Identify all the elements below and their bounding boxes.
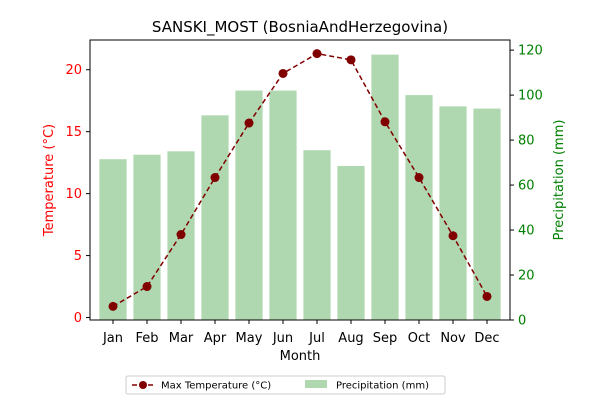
x-tick-label: Dec (474, 331, 499, 346)
x-tick-label: Jan (102, 331, 123, 346)
left-y-axis: 0 5 10 15 20 (65, 63, 90, 326)
right-y-axis: 0 20 40 60 80 100 120 (510, 44, 543, 329)
temperature-point-jan (108, 301, 118, 311)
temperature-series-line (112, 52, 488, 308)
temperature-point-nov (448, 231, 458, 241)
x-tick-label: Sep (373, 331, 398, 346)
right-y-tick-label: 80 (518, 134, 535, 149)
left-y-tick-label: 0 (74, 311, 82, 326)
chart-title: SANSKI_MOST (BosniaAndHerzegovina) (152, 18, 448, 37)
precipitation-bar-jul (303, 150, 331, 320)
precipitation-bar-oct (405, 95, 433, 320)
temperature-point-jun (278, 68, 288, 78)
precipitation-bar-jun (269, 90, 297, 320)
x-tick-label: Jun (272, 331, 293, 346)
right-y-tick-label: 60 (518, 179, 535, 194)
left-y-tick-label: 10 (65, 187, 82, 202)
x-tick-label: Feb (135, 331, 158, 346)
temperature-point-feb (142, 282, 152, 292)
x-axis: Jan Feb Mar Apr May Jun Jul Aug Sep Oct Nov Dec (102, 320, 500, 346)
precipitation-bar-dec (473, 108, 501, 320)
right-y-tick-label: 100 (518, 89, 543, 104)
right-y-tick-label: 120 (518, 44, 543, 59)
legend-label-precipitation: Precipitation (mm) (336, 381, 429, 392)
left-y-axis-label: Temperature (°C) (42, 124, 57, 237)
legend-bar-swatch (305, 380, 327, 388)
precipitation-bar-nov (439, 106, 467, 320)
precipitation-bar-feb (133, 154, 161, 320)
temperature-point-mar (176, 230, 186, 240)
x-tick-label: Apr (204, 331, 227, 346)
left-y-tick-label: 20 (65, 63, 82, 78)
legend: Max Temperature (°C) Precipitation (mm) (125, 375, 446, 395)
precipitation-bar-apr (201, 115, 229, 320)
temperature-point-dec (482, 291, 492, 301)
legend-frame (125, 375, 446, 395)
right-y-axis-label: Precipitation (mm) (552, 120, 567, 241)
x-tick-label: Jul (308, 331, 325, 346)
left-y-tick-label: 5 (74, 249, 82, 264)
precipitation-bar-jan (99, 159, 127, 320)
x-axis-label: Month (280, 349, 321, 364)
precipitation-bar-sep (371, 54, 399, 321)
temperature-point-may (244, 118, 254, 128)
temperature-point-jul (312, 49, 322, 59)
right-y-tick-label: 0 (518, 314, 526, 329)
precipitation-bars (99, 54, 501, 321)
x-tick-label: Mar (169, 331, 194, 346)
temperature-point-apr (210, 173, 220, 183)
x-tick-label: Aug (338, 331, 363, 346)
temperature-point-sep (380, 117, 390, 127)
x-tick-label: May (236, 331, 263, 346)
precipitation-bar-aug (337, 165, 365, 320)
plot-frame (89, 39, 511, 321)
temperature-line (108, 49, 492, 311)
legend-marker-swatch (139, 381, 147, 389)
right-y-tick-label: 20 (518, 269, 535, 284)
left-y-tick-label: 15 (65, 125, 82, 140)
right-y-tick-label: 40 (518, 224, 535, 239)
temperature-point-oct (414, 173, 424, 183)
legend-label-temperature: Max Temperature (°C) (161, 381, 271, 392)
x-tick-label: Nov (440, 331, 466, 346)
precipitation-bar-may (235, 90, 263, 320)
x-tick-label: Oct (408, 331, 430, 346)
temperature-point-aug (346, 55, 356, 65)
